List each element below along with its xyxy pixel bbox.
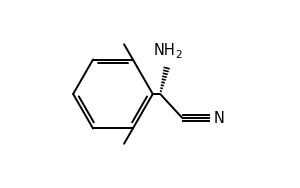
Text: NH: NH xyxy=(154,43,176,58)
Text: 2: 2 xyxy=(175,50,181,60)
Text: N: N xyxy=(214,111,225,126)
